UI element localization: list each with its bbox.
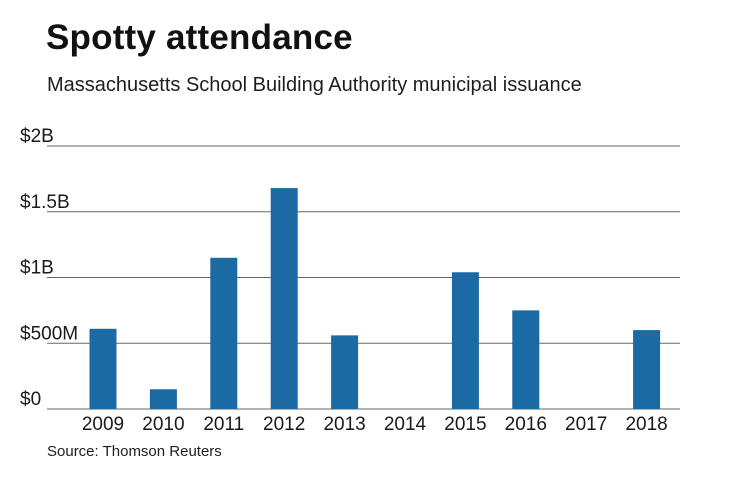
bar-2009 xyxy=(89,328,117,409)
y-tick-label: $1B xyxy=(20,258,54,279)
x-tick-label: 2018 xyxy=(625,414,667,435)
chart-subtitle: Massachusetts School Building Authority … xyxy=(47,74,582,96)
bar-2012 xyxy=(270,188,298,409)
x-tick-label: 2010 xyxy=(142,414,184,435)
x-tick-label: 2016 xyxy=(505,414,547,435)
bar-2011 xyxy=(210,257,238,409)
bar-2016 xyxy=(512,310,540,409)
x-tick-label: 2017 xyxy=(565,414,607,435)
bar-2010 xyxy=(149,389,177,409)
y-tick-label: $1.5B xyxy=(20,192,70,213)
y-tick-label: $500M xyxy=(20,323,78,344)
chart-title: Spotty attendance xyxy=(46,18,353,57)
x-tick-label: 2013 xyxy=(323,414,365,435)
x-tick-label: 2012 xyxy=(263,414,305,435)
gridlines xyxy=(47,145,680,410)
x-tick-label: 2011 xyxy=(203,414,244,435)
bar-2013 xyxy=(331,335,359,409)
x-tick-label: 2015 xyxy=(444,414,486,435)
x-axis-tick-labels: 2009 2010 2011 2012 2013 2014 2015 2016 2017 2018 xyxy=(82,414,668,435)
y-axis-tick-labels: $0 $500M $1B $1.5B $2B xyxy=(20,126,78,410)
y-tick-label: $2B xyxy=(20,126,54,147)
bar-2018 xyxy=(633,330,661,409)
bar-2015 xyxy=(451,272,479,409)
x-tick-label: 2014 xyxy=(384,414,427,435)
source-note: Source: Thomson Reuters xyxy=(47,443,222,460)
y-tick-label: $0 xyxy=(20,389,41,410)
x-tick-label: 2009 xyxy=(82,414,124,435)
bars xyxy=(89,188,661,409)
